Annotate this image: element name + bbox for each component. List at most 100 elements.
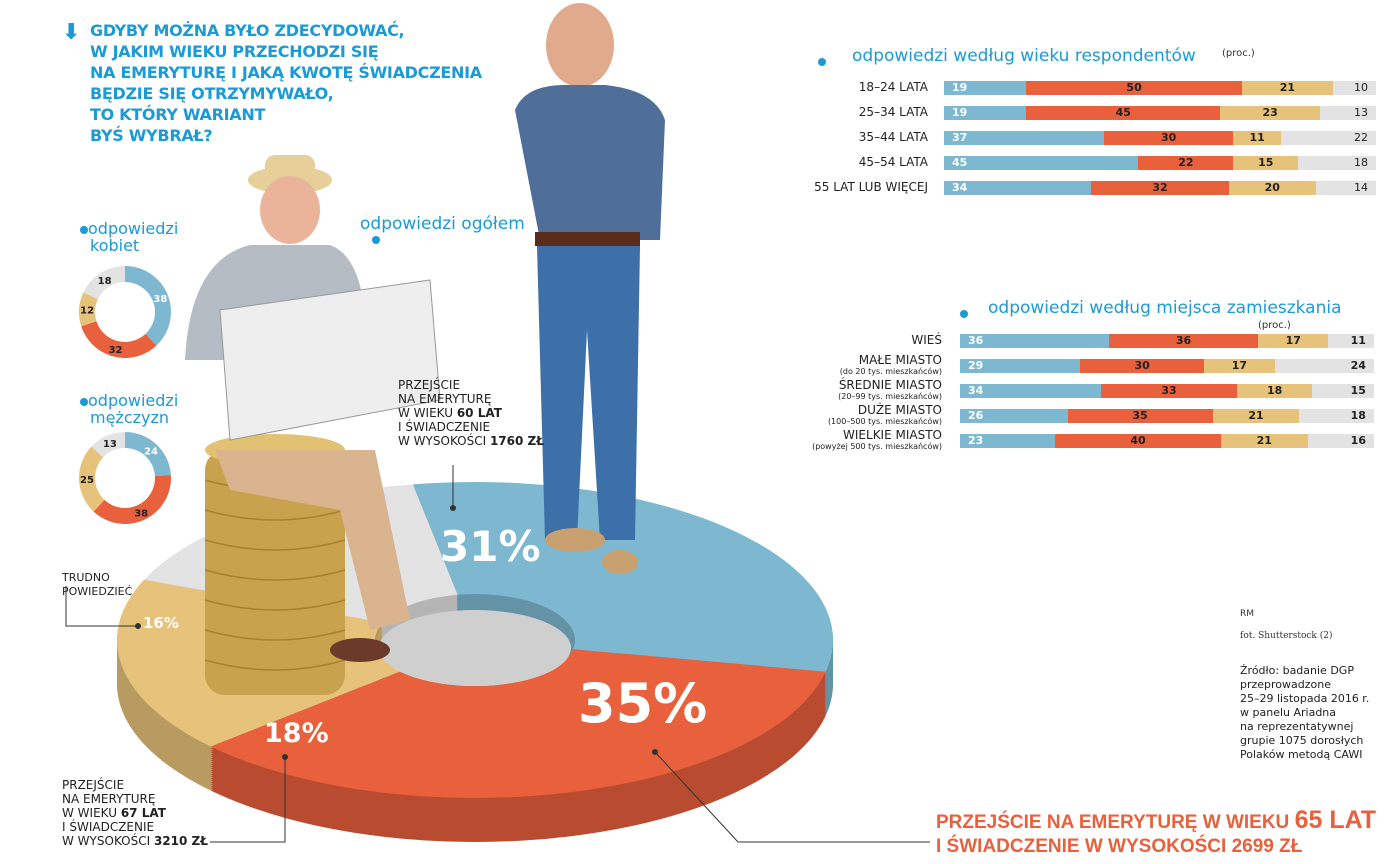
donut-value-label: 18 <box>98 276 112 287</box>
row-label: DUŻE MIASTO (100–500 tys. mieszkańców) <box>828 403 942 427</box>
stacked-bar: 23 40 21 16 <box>960 434 1374 448</box>
bar-segment-value: 11 <box>1233 131 1281 145</box>
callout-text: na emeryturę <box>398 392 492 406</box>
pie-hole <box>379 610 571 686</box>
bar-segment-value: 15 <box>1311 384 1374 398</box>
bar-segment-value: 23 <box>960 434 1056 448</box>
row-label: WIELKIE MIASTO (powyżej 500 tys. mieszkań… <box>812 428 942 452</box>
row-sublabel: (do 20 tys. mieszkańców) <box>839 367 942 376</box>
donut-slice-0 <box>125 266 171 346</box>
donut-value-label: 38 <box>134 508 148 519</box>
bar-segment-value: 36 <box>1109 334 1259 348</box>
callout-yellow: Przejście na emeryturę w wieku 67 lat i … <box>62 778 208 848</box>
author-credit: RM <box>1240 609 1255 619</box>
source-note: Źródło: badanie DGP przeprowadzone 25–29… <box>1240 664 1369 762</box>
callout-text: w wieku <box>398 406 457 420</box>
callout-gray: Trudno powiedzieć <box>62 571 132 599</box>
stacked-bar: 45 22 15 18 <box>944 156 1376 170</box>
bullet-icon <box>80 226 88 234</box>
residence-unit: (proc.) <box>1258 320 1291 331</box>
donut-slice-0 <box>125 432 171 477</box>
callout-amount: 3210 zł <box>153 834 208 848</box>
arrow-down-icon: ⬇ <box>62 20 81 45</box>
bar-segment-value: 37 <box>944 131 1104 145</box>
callout-text: Przejście na emeryturę w wieku <box>936 812 1295 833</box>
men-heading: odpowiedzi mężczyzn <box>80 392 178 426</box>
bar-segment-value: 40 <box>1055 434 1221 448</box>
bar-segment-value: 36 <box>960 334 1110 348</box>
row-label-text: 18–24 LATA <box>858 80 928 94</box>
title-line: byś wybrał? <box>90 126 213 145</box>
bar-segment-value: 19 <box>944 106 1027 120</box>
source-line: Źródło: badanie DGP <box>1240 664 1354 677</box>
row-label: 25–34 LATA <box>859 105 928 119</box>
callout-text: Przejście <box>62 778 125 792</box>
row-label-text: DUŻE MIASTO <box>857 403 942 417</box>
donut-value-label: 32 <box>109 345 123 356</box>
donut-value-label: 25 <box>80 475 94 486</box>
bar-segment-value: 24 <box>1274 359 1374 373</box>
bar-segment-value: 15 <box>1233 156 1299 170</box>
bar-segment-value: 23 <box>1220 106 1320 120</box>
callout-text: Przejście <box>398 378 461 392</box>
donut-slice-1 <box>93 475 171 524</box>
callout-text: i świadczenie <box>62 820 155 834</box>
seated-man <box>185 155 441 662</box>
bar-segment-value: 45 <box>1026 106 1221 120</box>
bar-segment-value: 16 <box>1307 434 1374 448</box>
donut-slice-1 <box>81 321 157 358</box>
callout-text: w wieku <box>62 806 121 820</box>
callout-age: 60 lat <box>456 406 502 420</box>
bullet-icon <box>80 398 88 406</box>
bar-segment-value: 33 <box>1100 384 1238 398</box>
row-label-text: WIELKIE MIASTO <box>843 428 942 442</box>
row-label-text: 45–54 LATA <box>858 155 928 169</box>
age-unit: (proc.) <box>1222 48 1255 59</box>
row-label: WIEŚ <box>911 333 942 347</box>
row-label: 35–44 LATA <box>859 130 928 144</box>
bar-segment-value: 30 <box>1080 359 1205 373</box>
title-line: w jakim wieku przechodzi się <box>90 42 379 61</box>
callout-age: 67 lat <box>120 806 166 820</box>
donut-value-label: 38 <box>153 294 167 305</box>
bar-segment-value: 10 <box>1332 81 1376 95</box>
callout-text: w wysokości <box>398 434 490 448</box>
donut-value-label: 12 <box>80 306 94 317</box>
men-donut-chart: 24 38 25 13 <box>79 432 171 524</box>
row-label: MAŁE MIASTO (do 20 tys. mieszkańców) <box>840 353 942 377</box>
row-sublabel: (powyżej 500 tys. mieszkańców) <box>812 442 942 451</box>
bar-segment-value: 45 <box>944 156 1139 170</box>
stacked-bar: 37 30 11 22 <box>944 131 1376 145</box>
bar-segment-value: 21 <box>1220 434 1308 448</box>
donut-slice-3 <box>83 266 125 300</box>
row-sublabel: (20–99 tys. mieszkańców) <box>838 392 942 401</box>
bar-segment-value: 11 <box>1328 334 1374 348</box>
bar-segment-value: 17 <box>1204 359 1275 373</box>
row-label-text: WIEŚ <box>911 333 942 347</box>
bar-segment-value: 35 <box>1067 409 1213 423</box>
stacked-bar: 29 30 17 24 <box>960 359 1374 373</box>
pie-label-16: 16% <box>143 614 179 632</box>
stacked-bar: 19 45 23 13 <box>944 106 1376 120</box>
title-line: to który wariant <box>90 105 266 124</box>
source-line: Polaków metodą CAWI <box>1240 748 1363 761</box>
bar-segment-value: 18 <box>1237 384 1312 398</box>
callout-text: w wysokości <box>62 834 154 848</box>
row-label-text: 35–44 LATA <box>858 130 928 144</box>
row-label-text: 55 LAT LUB WIĘCEJ <box>814 180 928 194</box>
bar-segment-value: 26 <box>960 409 1068 423</box>
source-line: na reprezentatywnej <box>1240 720 1354 733</box>
page-title: Gdyby można było zdecydować, w jakim wie… <box>90 20 482 146</box>
bullet-icon <box>372 236 380 244</box>
title-line: na emeryturę i jaką kwotę świadczenia <box>90 63 482 82</box>
bar-segment-value: 30 <box>1103 131 1234 145</box>
callout-red: Przejście na emeryturę w wieku 65 lat i … <box>936 808 1376 859</box>
row-label: 55 LAT LUB WIĘCEJ <box>814 180 928 194</box>
age-chart-title: odpowiedzi według wieku respondentów <box>852 46 1196 66</box>
row-label: 18–24 LATA <box>859 80 928 94</box>
pie-label-31: 31% <box>440 522 541 571</box>
bar-segment-value: 13 <box>1319 106 1376 120</box>
bullet-icon <box>818 58 826 66</box>
photo-credit: fot. Shutterstock (2) <box>1240 631 1333 641</box>
